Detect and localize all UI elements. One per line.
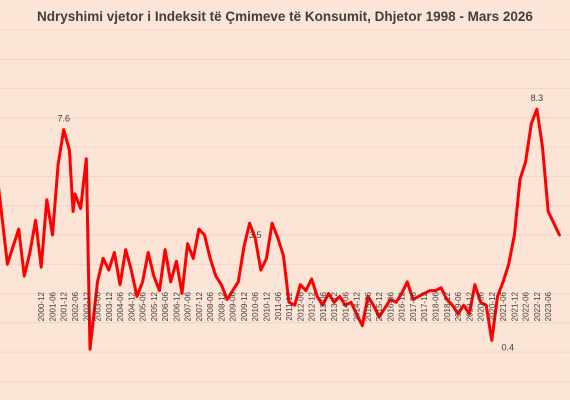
x-tick-label: 2004-06 xyxy=(116,291,125,321)
x-tick-label: 2019-06 xyxy=(454,291,463,321)
x-tick-label: 2023-06 xyxy=(544,291,553,321)
data-labels: 7.6 3.5 0.4 8.3 xyxy=(57,93,543,352)
gridlines xyxy=(0,29,570,382)
x-tick-label: 2007-06 xyxy=(184,291,193,321)
x-tick-label: 2022-06 xyxy=(522,291,531,321)
series-line xyxy=(0,107,561,351)
data-label: 0.4 xyxy=(502,342,515,352)
x-tick-label: 2020-12 xyxy=(488,291,497,321)
x-tick-labels: 2000-12 2001-06 2001-12 2002-06 2002-12 2003-… xyxy=(37,291,553,321)
x-tick-label: 2012-06 xyxy=(296,291,305,321)
x-tick-label: 2010-12 xyxy=(263,291,272,321)
x-tick-label: 2013-06 xyxy=(319,291,328,321)
x-tick-label: 2011-12 xyxy=(285,291,294,320)
x-tick-label: 2009-12 xyxy=(240,291,249,321)
data-label: 7.6 xyxy=(57,114,70,124)
x-tick-label: 2007-12 xyxy=(195,291,204,321)
x-tick-label: 2002-06 xyxy=(71,291,80,321)
x-tick-label: 2017-06 xyxy=(409,291,418,321)
x-tick-label: 2022-12 xyxy=(533,291,542,321)
x-tick-label: 2005-12 xyxy=(150,291,159,321)
x-tick-label: 2020-06 xyxy=(477,291,486,321)
x-tick-label: 2005-06 xyxy=(139,291,148,321)
x-tick-label: 2021-12 xyxy=(510,291,519,321)
x-tick-label: 2016-12 xyxy=(398,291,407,321)
x-tick-label: 2006-12 xyxy=(172,291,181,321)
chart-title: Ndryshimi vjetor i Indeksit të Çmimeve t… xyxy=(37,9,533,24)
x-tick-label: 2014-12 xyxy=(353,291,362,321)
x-tick-label: 2014-06 xyxy=(341,291,350,321)
x-tick-label: 2000-12 xyxy=(37,291,46,321)
data-label: 3.5 xyxy=(249,230,262,240)
x-tick-label: 2003-12 xyxy=(105,291,114,321)
data-label: 8.3 xyxy=(531,93,544,103)
x-tick-label: 2012-12 xyxy=(308,291,317,321)
x-tick-label: 2001-12 xyxy=(60,291,69,321)
x-tick-label: 2010-06 xyxy=(251,291,260,321)
x-tick-label: 2008-06 xyxy=(206,291,215,321)
x-tick-label: 2001-06 xyxy=(49,291,58,321)
x-tick-label: 2002-12 xyxy=(82,291,91,321)
x-tick-label: 2017-12 xyxy=(420,291,429,321)
x-tick-label: 2004-12 xyxy=(127,291,136,321)
x-tick-label: 2013-12 xyxy=(330,291,339,321)
x-tick-label: 2003-06 xyxy=(94,291,103,321)
x-tick-label: 2019-12 xyxy=(465,291,474,321)
x-tick-label: 2006-06 xyxy=(161,291,170,321)
x-tick-label: 2009-06 xyxy=(229,291,238,321)
series-line-group xyxy=(0,107,561,351)
x-tick-label: 2016-06 xyxy=(386,291,395,321)
x-tick-label: 2008-12 xyxy=(217,291,226,321)
x-tick-label: 2015-12 xyxy=(375,291,384,321)
x-tick-label: 2015-06 xyxy=(364,291,373,321)
x-tick-label: 2021-06 xyxy=(499,291,508,321)
x-tick-label: 2018-12 xyxy=(443,291,452,321)
x-tick-label: 2018-06 xyxy=(432,291,441,321)
x-tick-label: 2011-06 xyxy=(274,291,283,320)
